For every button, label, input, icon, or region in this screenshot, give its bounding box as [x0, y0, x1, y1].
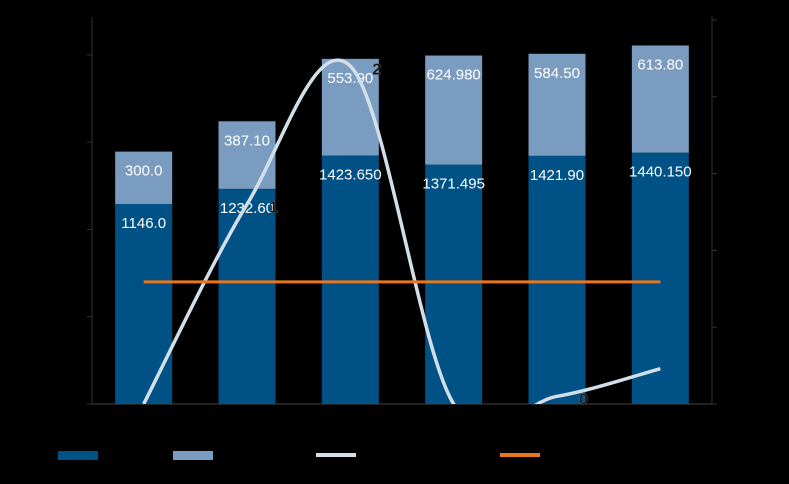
line-label: 0	[579, 392, 588, 409]
line	[142, 58, 661, 404]
data-label: 1423.650	[319, 166, 382, 183]
bar	[631, 45, 689, 153]
bar	[115, 203, 173, 404]
data-label: 1421.90	[530, 167, 584, 184]
data-label: 1440.150	[629, 164, 692, 181]
data-label: 613.80	[637, 56, 683, 73]
legend-swatch	[173, 451, 213, 460]
bar	[631, 152, 689, 404]
line-label: 1	[269, 200, 278, 217]
bar	[528, 155, 586, 404]
bar	[115, 151, 173, 204]
bar	[218, 121, 276, 189]
line-label: 2	[372, 61, 381, 78]
bar	[528, 53, 586, 156]
bar	[425, 55, 483, 165]
data-label: 624.980	[427, 66, 481, 83]
data-label: 387.10	[224, 132, 270, 149]
data-label: 300.0	[125, 163, 163, 180]
data-label: 1146.0	[121, 215, 166, 232]
data-label: 1232.60	[220, 200, 274, 217]
data-label: 1371.495	[422, 176, 485, 193]
bar	[425, 164, 483, 404]
data-label: 553.90	[327, 70, 373, 87]
bar	[321, 155, 379, 404]
data-label: 584.50	[534, 65, 580, 82]
bar	[218, 188, 276, 404]
legend-swatch	[58, 451, 98, 460]
